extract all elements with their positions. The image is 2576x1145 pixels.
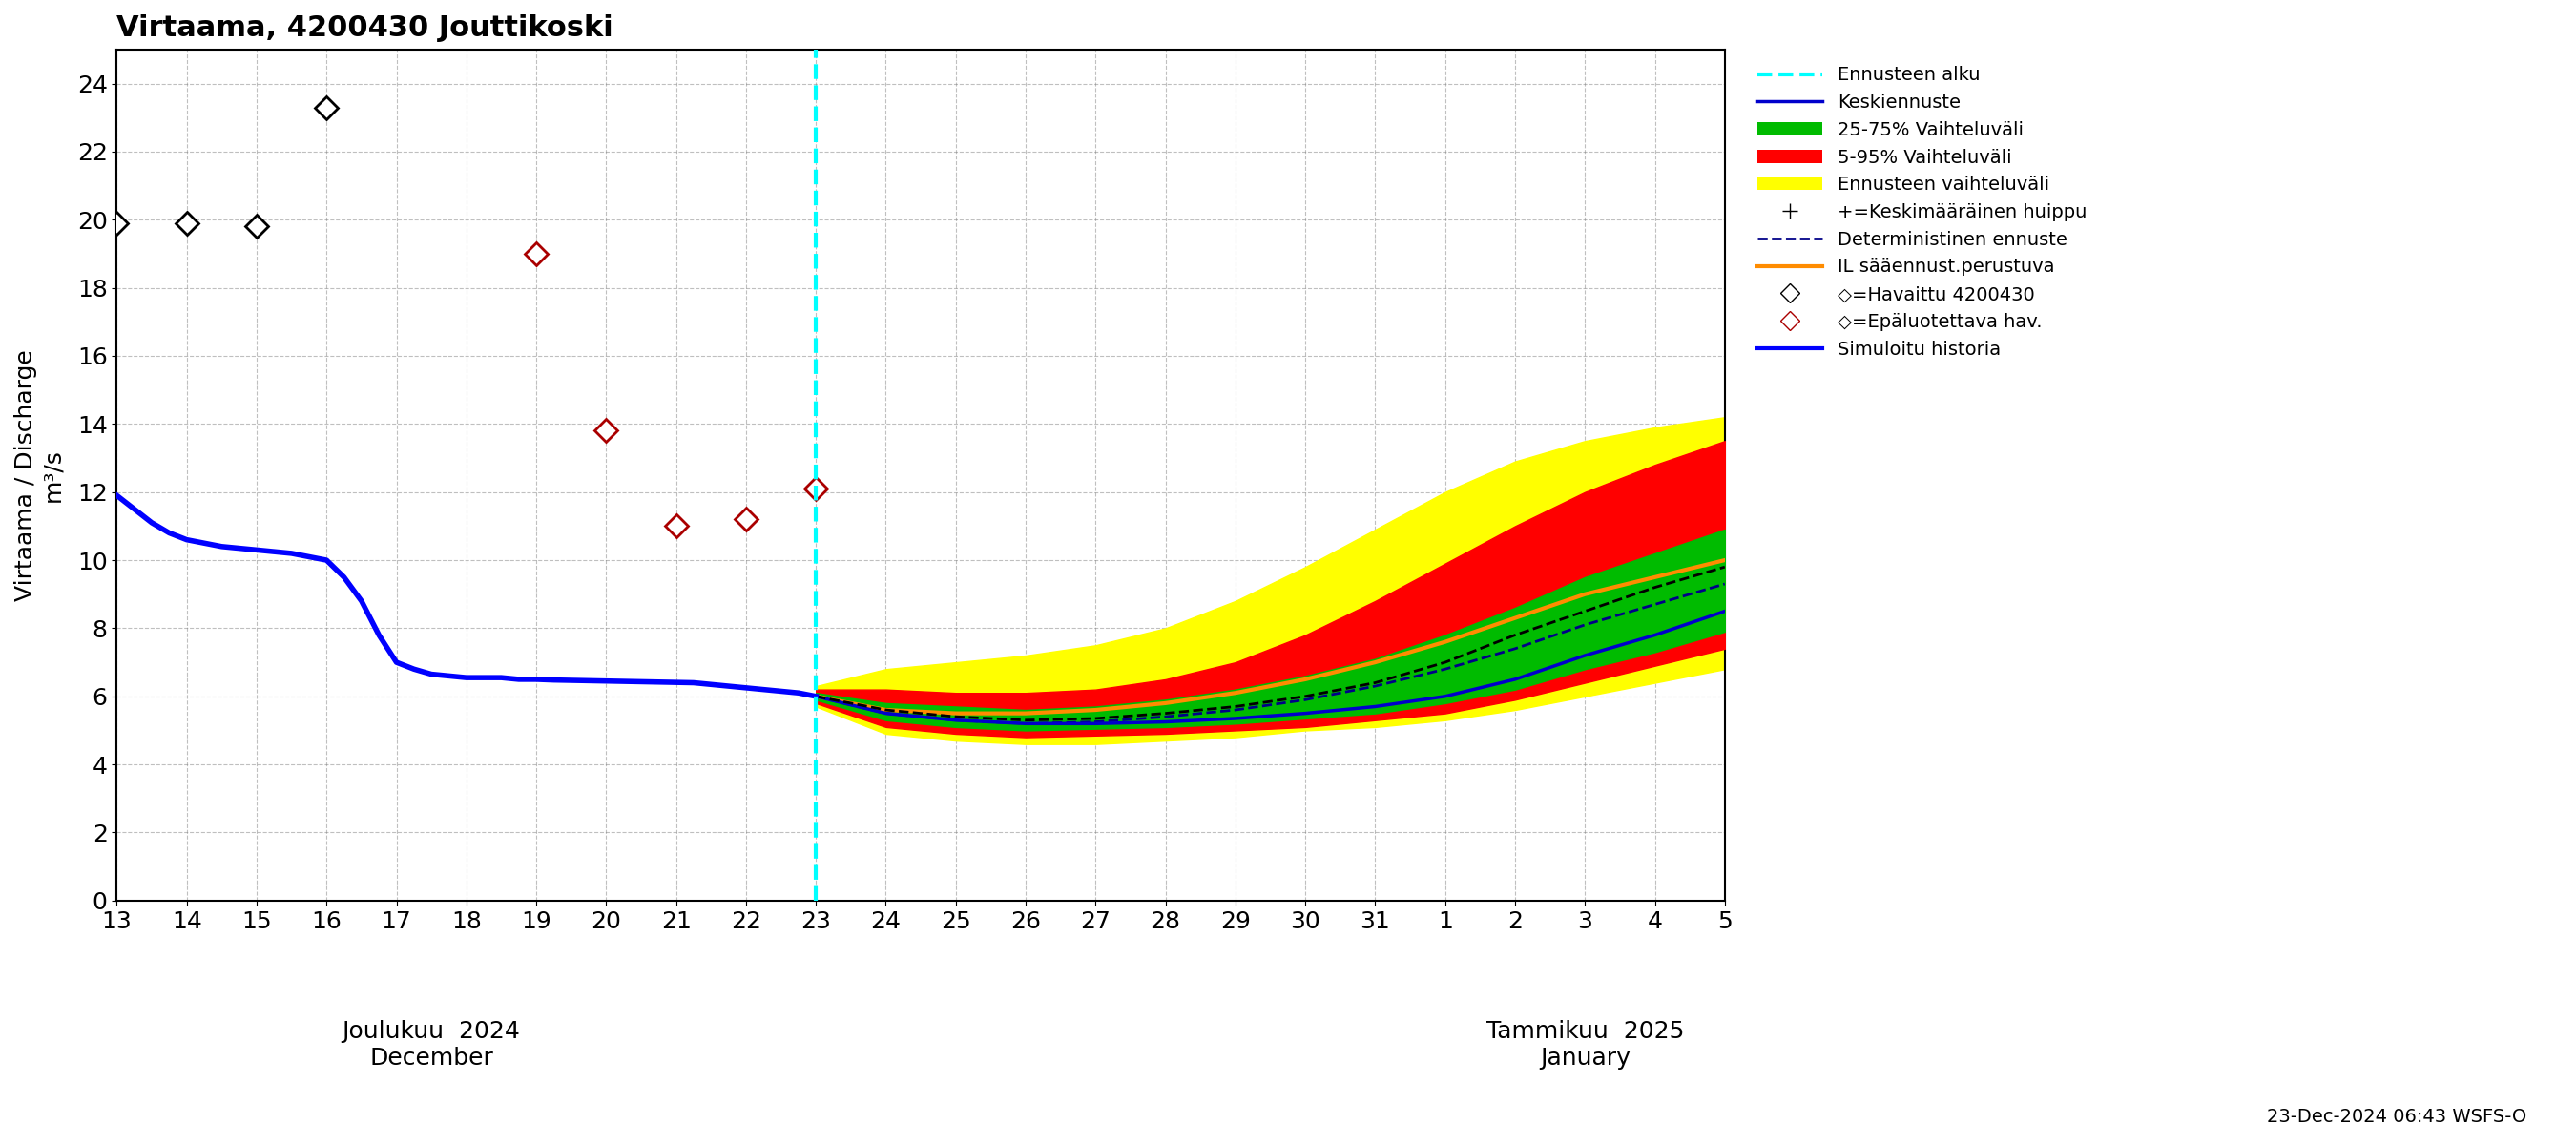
Text: Joulukuu  2024
December: Joulukuu 2024 December [343,1020,520,1069]
Text: 23-Dec-2024 06:43 WSFS-O: 23-Dec-2024 06:43 WSFS-O [2267,1108,2527,1126]
Legend: Ennusteen alku, Keskiennuste, 25-75% Vaihteluväli, 5-95% Vaihteluväli, Ennusteen: Ennusteen alku, Keskiennuste, 25-75% Vai… [1749,58,2094,365]
Text: Virtaama, 4200430 Jouttikoski: Virtaama, 4200430 Jouttikoski [116,14,613,42]
Text: Tammikuu  2025
January: Tammikuu 2025 January [1486,1020,1685,1069]
Y-axis label: Virtaama / Discharge
m³/s: Virtaama / Discharge m³/s [15,349,64,601]
